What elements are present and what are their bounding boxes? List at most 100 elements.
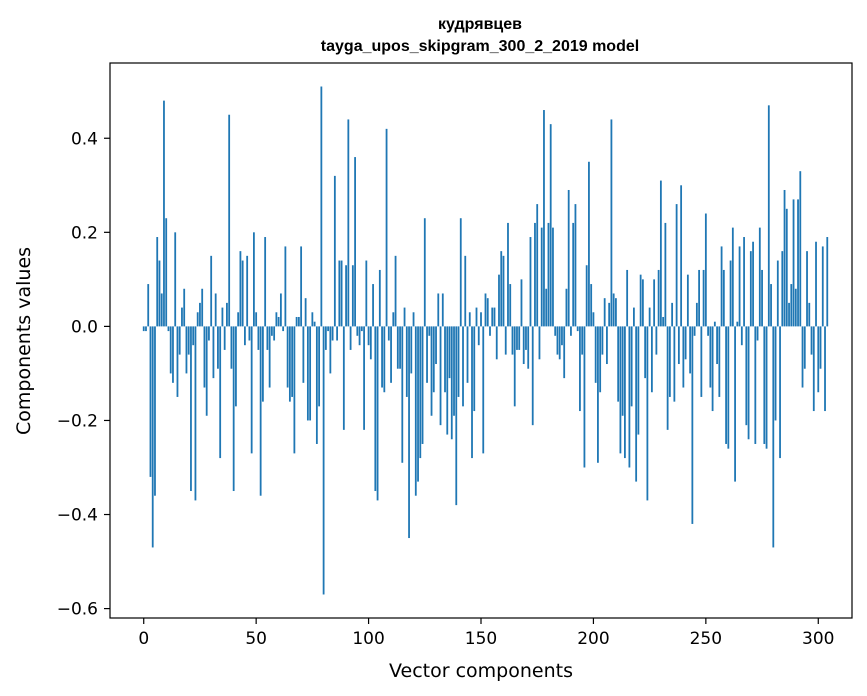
bar	[491, 307, 494, 327]
bar	[235, 326, 237, 407]
bar	[232, 326, 235, 492]
bar	[165, 218, 168, 327]
bar	[502, 255, 505, 327]
bar	[363, 326, 365, 430]
bar	[300, 246, 303, 327]
bar	[410, 326, 413, 374]
bar	[554, 326, 557, 336]
bar	[758, 227, 761, 327]
bar	[792, 199, 795, 327]
bar	[194, 326, 197, 501]
bar	[776, 260, 779, 327]
bar	[534, 222, 536, 327]
bar	[286, 326, 289, 388]
bar	[430, 326, 433, 416]
bar	[765, 326, 768, 449]
bar	[464, 255, 467, 327]
bar	[338, 260, 341, 327]
bar	[192, 326, 195, 346]
bar	[475, 307, 478, 327]
bar	[671, 302, 674, 327]
bar	[405, 326, 408, 397]
bar	[457, 326, 460, 397]
bar	[630, 326, 633, 407]
bar	[509, 284, 512, 327]
bar	[446, 326, 449, 435]
bar	[498, 274, 500, 327]
bar	[459, 218, 462, 327]
bar	[650, 326, 653, 393]
bar	[333, 175, 336, 327]
bar	[563, 326, 566, 379]
bar	[336, 326, 338, 341]
bar	[297, 316, 300, 327]
bar	[322, 326, 325, 595]
bar	[594, 326, 597, 383]
bar	[381, 326, 383, 388]
bar	[217, 326, 219, 369]
bar	[801, 326, 804, 388]
y-tick-label: −0.6	[57, 600, 98, 620]
bar	[821, 246, 824, 327]
bar	[360, 326, 363, 332]
bar	[518, 326, 521, 350]
bar	[824, 326, 826, 412]
bar	[306, 326, 309, 421]
bar	[212, 326, 215, 379]
bar	[423, 218, 426, 327]
x-axis: 0 50 100 150 200 250 300	[138, 618, 834, 649]
bar	[414, 326, 417, 496]
bar	[284, 246, 287, 327]
x-tick-label: 50	[245, 629, 267, 649]
bar	[347, 119, 350, 327]
bar	[621, 326, 624, 416]
bar	[579, 326, 581, 412]
bar	[259, 326, 262, 496]
bar	[583, 326, 586, 468]
bar	[731, 227, 734, 327]
bar	[815, 241, 817, 327]
bar	[729, 260, 732, 327]
bar	[601, 326, 604, 355]
bar	[774, 326, 777, 421]
x-tick-label: 0	[138, 629, 149, 649]
bar	[354, 157, 356, 327]
bar	[320, 86, 323, 327]
bar	[727, 326, 730, 449]
bar	[761, 269, 763, 327]
bar	[718, 326, 721, 397]
bar	[147, 284, 150, 327]
bar	[522, 326, 525, 365]
bar	[711, 326, 714, 412]
bar	[693, 326, 696, 336]
bar	[437, 293, 440, 327]
bar	[716, 326, 718, 365]
bar	[455, 326, 458, 506]
bar	[250, 326, 253, 454]
bar	[675, 204, 678, 327]
bar	[403, 307, 406, 327]
x-tick-label: 100	[352, 629, 384, 649]
bar	[572, 222, 575, 327]
bar	[205, 326, 208, 416]
bar	[561, 326, 563, 346]
bar	[588, 161, 590, 327]
bar	[783, 189, 786, 327]
bar	[230, 326, 233, 369]
bar	[201, 288, 204, 327]
bar	[545, 288, 548, 327]
bar	[565, 288, 568, 327]
y-tick-label: 0.4	[71, 129, 98, 149]
bar	[749, 251, 752, 327]
bar	[633, 307, 635, 327]
bar	[677, 326, 680, 365]
bar	[390, 326, 392, 383]
bar	[174, 232, 177, 327]
bar	[426, 326, 428, 383]
bar	[151, 326, 154, 548]
bar	[444, 326, 446, 393]
bars-group	[142, 86, 829, 595]
bar	[767, 105, 770, 327]
bar	[799, 171, 802, 327]
bar	[349, 326, 352, 350]
